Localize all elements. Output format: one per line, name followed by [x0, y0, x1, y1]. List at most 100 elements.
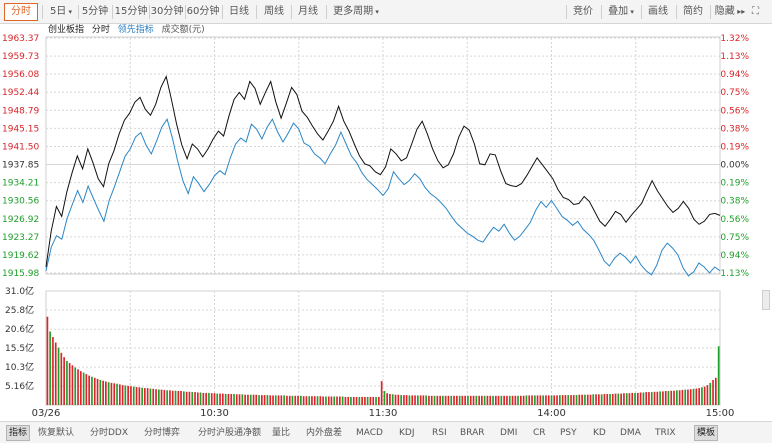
volume-bar	[183, 391, 185, 405]
volume-bar	[417, 395, 419, 405]
volume-bar	[572, 395, 575, 405]
indicator-tab-17[interactable]: 模板	[694, 425, 719, 441]
volume-bar	[553, 395, 556, 405]
auction-button[interactable]: 竞价	[573, 6, 593, 17]
overlay-button[interactable]: 叠加 ▾	[603, 3, 639, 21]
indicator-tab-16[interactable]: TRIX	[655, 428, 676, 438]
y-tick-label-right: 1.13%	[720, 269, 749, 279]
volume-bar	[224, 394, 227, 405]
volume-bar	[119, 384, 121, 405]
indicator-tab-9[interactable]: RSI	[432, 428, 447, 438]
y-tick-label-left: 1945.15	[2, 124, 39, 134]
tab-monthly[interactable]: 月线	[298, 6, 318, 17]
volume-bar	[163, 389, 166, 405]
volume-bar	[149, 388, 152, 405]
y-tick-label-left: 1926.92	[2, 215, 39, 225]
volume-tick-label: 10.3亿	[5, 361, 34, 373]
indicator-tab-8[interactable]: KDJ	[399, 428, 415, 438]
indicator-tab-7[interactable]: MACD	[356, 428, 383, 438]
volume-bar	[361, 396, 363, 405]
indicator-tab-6[interactable]: 内外盘差	[306, 428, 343, 438]
indicator-tab-12[interactable]: CR	[533, 428, 546, 438]
volume-bar	[478, 395, 480, 405]
volume-bar	[180, 391, 182, 405]
volume-bar	[394, 394, 397, 405]
volume-bar	[188, 391, 191, 405]
vertical-scroll-handle[interactable]	[762, 290, 770, 310]
indicator-toolbar: 指标 恢复默认 分时DDX 分时博弈 分时沪股通净额 量比 内外盘差 MACD KDJ RSI BR…	[0, 421, 772, 443]
volume-bar	[216, 393, 219, 405]
toolbar-divider	[641, 5, 642, 19]
draw-line-button[interactable]: 画线	[648, 6, 668, 17]
tab-weekly[interactable]: 周线	[264, 6, 284, 17]
indicator-tab-15[interactable]: DMA	[620, 428, 641, 438]
intraday-chart[interactable]: 1963.37 1959.73 1956.08 1952.44 1948.79 1945.…	[0, 0, 772, 421]
volume-bar	[191, 392, 194, 405]
hide-button[interactable]: 隐藏 ▸▸	[712, 3, 748, 21]
fullscreen-icon[interactable]: ⛶	[752, 6, 759, 17]
x-tick-label: 14:00	[537, 408, 566, 419]
toolbar-divider	[326, 5, 327, 19]
volume-bar	[623, 393, 625, 405]
volume-bar	[528, 395, 531, 405]
volume-bar	[653, 391, 656, 405]
indicator-tab-13[interactable]: PSY	[560, 428, 577, 438]
volume-bar	[205, 392, 207, 405]
indicator-tab-1[interactable]: 恢复默认	[38, 428, 75, 438]
y-tick-label-right: 0.00%	[720, 161, 749, 171]
volume-bar	[124, 385, 127, 405]
indicator-tab-10[interactable]: BRAR	[460, 428, 485, 438]
volume-bar	[63, 357, 65, 405]
volume-bar	[322, 396, 324, 405]
toolbar-divider	[78, 5, 79, 19]
toolbar-divider	[256, 5, 257, 19]
tab-5day-label: 5日	[49, 6, 67, 17]
tab-daily[interactable]: 日线	[229, 6, 249, 17]
volume-bar	[144, 388, 146, 405]
hide-label: 隐藏	[714, 6, 735, 17]
indicator-tab-11[interactable]: DMI	[500, 428, 518, 438]
tab-more-periods[interactable]: 更多周期 ▾	[330, 3, 382, 21]
volume-bar	[637, 392, 639, 405]
y-tick-label-left: 1963.37	[2, 34, 39, 44]
tab-30min[interactable]: 30分钟	[150, 6, 184, 17]
tab-5min[interactable]: 5分钟	[81, 6, 109, 17]
volume-bar	[475, 395, 478, 405]
volume-bar	[378, 396, 380, 405]
volume-bar	[152, 388, 155, 405]
volume-bar	[495, 395, 497, 405]
indicator-tab-14[interactable]: KD	[593, 428, 606, 438]
volume-bar	[302, 396, 305, 405]
tab-5day[interactable]: 5日 ▾	[46, 3, 76, 21]
volume-bar	[542, 395, 544, 405]
volume-tick-label: 15.5亿	[5, 342, 34, 354]
toolbar-divider	[566, 5, 567, 19]
indicator-tab-2[interactable]: 分时DDX	[90, 428, 129, 438]
toolbar-divider	[291, 5, 292, 19]
simple-mode-button[interactable]: 简约	[683, 6, 703, 17]
volume-bar	[341, 396, 344, 405]
volume-bar	[121, 385, 124, 405]
volume-bar	[539, 395, 542, 405]
volume-bar	[667, 391, 670, 405]
volume-bar	[49, 331, 51, 405]
indicator-tab-0[interactable]: 指标	[6, 425, 31, 441]
toolbar-divider	[710, 5, 711, 19]
indicator-tab-3[interactable]: 分时博弈	[144, 428, 181, 438]
indicator-tab-4[interactable]: 分时沪股通净额	[198, 428, 262, 438]
tab-60min[interactable]: 60分钟	[186, 6, 220, 17]
volume-bar	[411, 395, 414, 405]
volume-bar	[389, 394, 391, 405]
volume-bar	[611, 394, 614, 405]
x-tick-label: 15:00	[706, 408, 735, 419]
indicator-tab-5[interactable]: 量比	[272, 428, 291, 438]
toolbar-divider	[601, 5, 602, 19]
volume-bar	[453, 395, 455, 405]
tab-fenshi[interactable]: 分时	[4, 3, 38, 21]
y-tick-label-left: 1941.50	[2, 142, 39, 152]
volume-bar	[673, 390, 675, 405]
volume-bar	[213, 393, 216, 405]
tab-15min[interactable]: 15分钟	[114, 6, 148, 17]
toolbar-divider	[185, 5, 186, 19]
volume-bar	[52, 337, 54, 405]
